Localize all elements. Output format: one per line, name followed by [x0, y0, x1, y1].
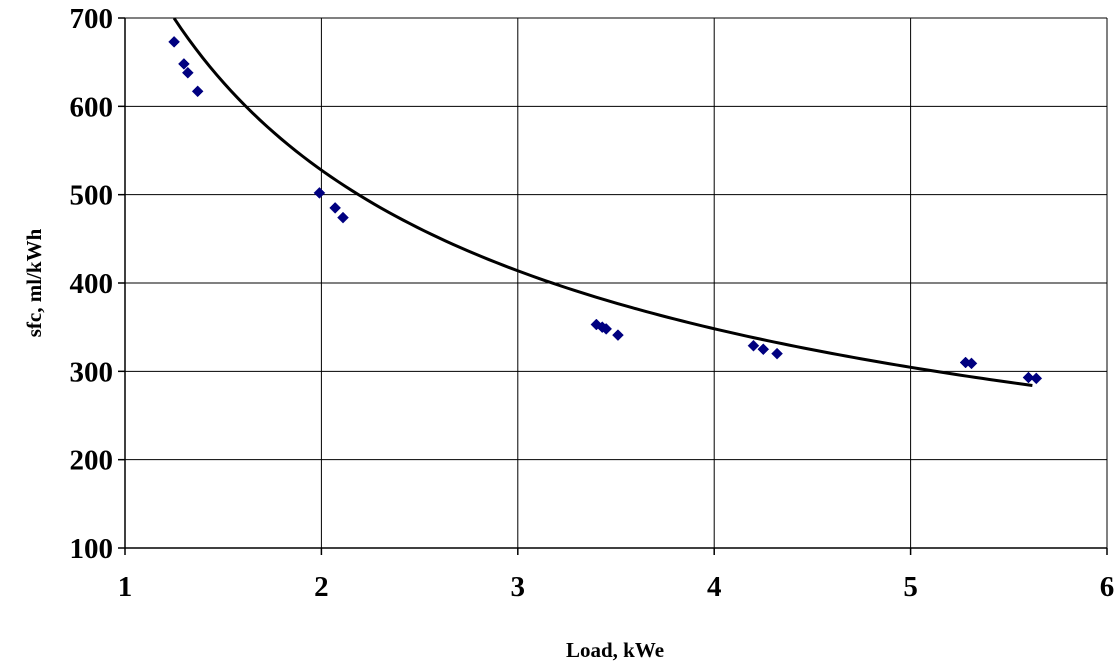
data-point — [757, 343, 770, 356]
data-point — [965, 357, 978, 370]
data-point — [747, 339, 760, 352]
y-tick-label: 400 — [70, 268, 114, 300]
y-tick-label: 600 — [70, 91, 114, 123]
data-point — [600, 323, 613, 335]
data-point — [168, 35, 180, 48]
x-tick-label: 5 — [903, 571, 918, 603]
data-point — [313, 187, 326, 199]
gridlines — [125, 17, 1108, 548]
y-tick-label: 300 — [70, 356, 114, 388]
x-tick-label: 6 — [1100, 571, 1115, 603]
x-tick-label: 1 — [118, 571, 133, 603]
data-point — [771, 347, 783, 360]
data-points — [168, 35, 1043, 385]
x-axis-title: Load, kWe — [566, 638, 664, 662]
data-point — [1022, 371, 1035, 384]
x-tick-label: 4 — [707, 571, 722, 603]
axes — [118, 17, 1108, 555]
trendline — [172, 17, 1033, 387]
data-point — [191, 85, 204, 98]
data-point — [337, 211, 349, 224]
x-tick-label: 3 — [511, 571, 526, 603]
y-tick-label: 100 — [70, 533, 114, 565]
y-tick-label: 200 — [70, 445, 114, 477]
data-point — [181, 66, 194, 79]
y-tick-label: 700 — [70, 3, 114, 35]
x-tick-label: 2 — [314, 571, 329, 603]
data-point — [1030, 372, 1043, 385]
tick-labels: 1 2 3 4 5 6 100 200 300 400 500 600 700 — [70, 3, 1115, 603]
y-tick-label: 500 — [70, 180, 114, 212]
y-axis-title: sfc, ml/kWh — [22, 228, 46, 337]
data-point — [329, 202, 342, 214]
data-point — [178, 58, 190, 70]
data-point — [612, 329, 624, 341]
